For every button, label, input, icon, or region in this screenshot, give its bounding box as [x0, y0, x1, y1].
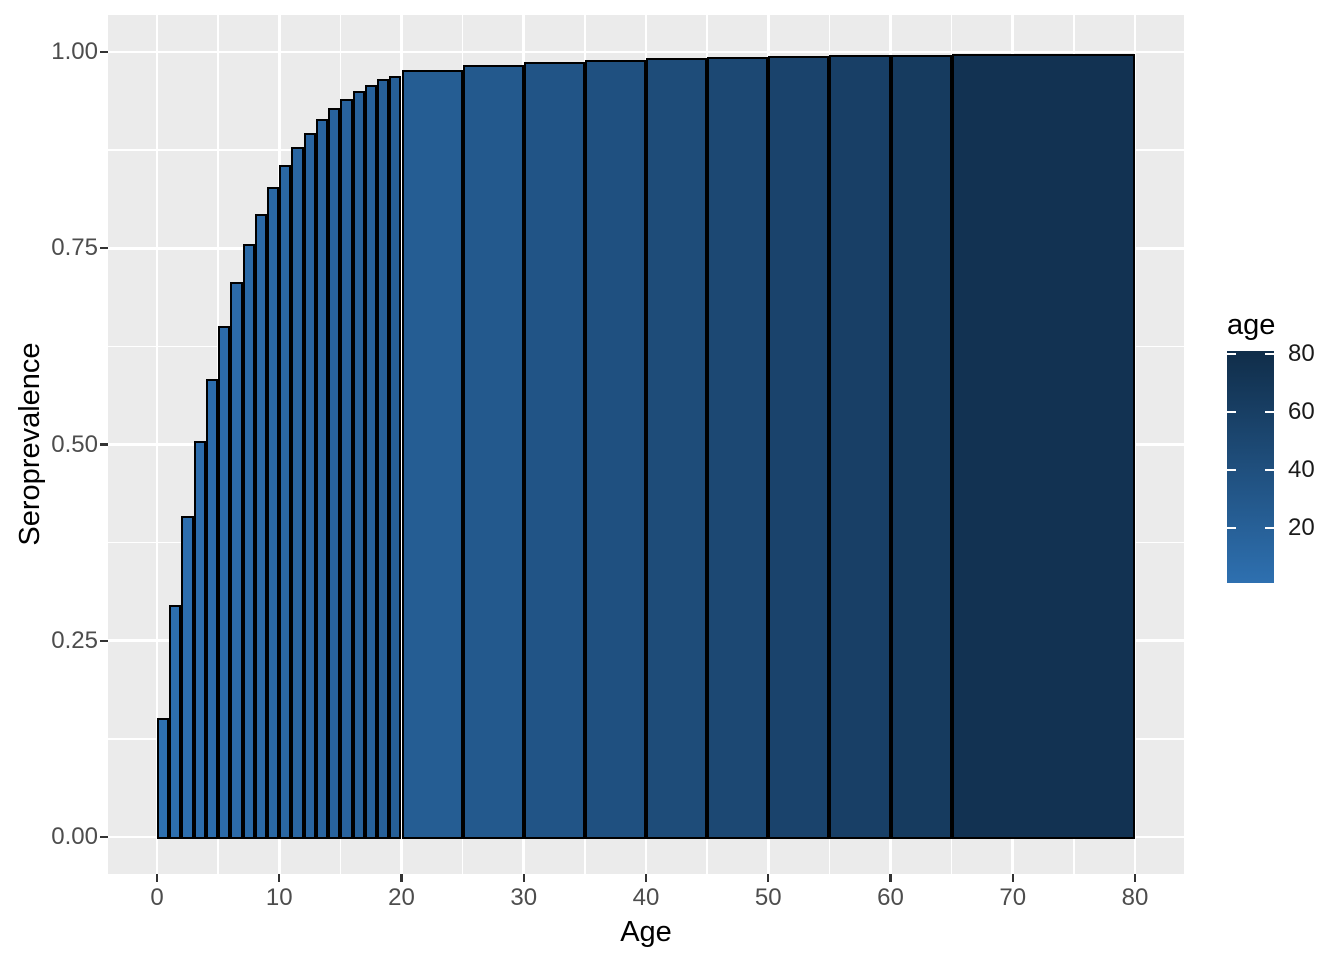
- bar: [951, 53, 1135, 839]
- bar: [401, 70, 463, 839]
- bar: [315, 118, 329, 839]
- y-tick-label: 1.00: [51, 38, 98, 65]
- legend-tick: [1265, 468, 1274, 471]
- x-tick-label: 30: [510, 884, 538, 911]
- bar: [205, 378, 219, 839]
- bar: [646, 58, 708, 839]
- y-axis-tick: [100, 639, 108, 642]
- x-major-gridline: [155, 15, 159, 874]
- y-axis-tick: [100, 835, 108, 839]
- legend-tick: [1227, 468, 1236, 471]
- bar: [352, 91, 365, 839]
- bar: [707, 56, 769, 839]
- y-tick-label: 0.25: [51, 626, 98, 654]
- x-tick-label: 80: [1121, 884, 1149, 911]
- legend-tick: [1265, 526, 1274, 529]
- bar: [291, 146, 304, 839]
- bar: [230, 282, 243, 839]
- bar: [242, 244, 255, 839]
- legend-tick: [1265, 352, 1274, 355]
- x-major-gridline: [400, 15, 403, 874]
- y-tick-label: 0.50: [51, 430, 98, 458]
- x-axis-tick: [889, 874, 892, 882]
- bar: [181, 515, 194, 839]
- x-tick-label: 20: [388, 884, 415, 911]
- bar: [279, 165, 292, 839]
- bar: [157, 717, 170, 839]
- x-tick-label: 70: [999, 884, 1027, 911]
- x-axis-tick: [400, 874, 403, 882]
- legend-label: 40: [1288, 455, 1315, 483]
- x-tick-label: 40: [632, 884, 660, 911]
- bar: [328, 107, 341, 839]
- bar: [890, 55, 952, 839]
- x-major-gridline: [277, 15, 281, 874]
- x-axis-tick: [1133, 874, 1137, 882]
- x-tick-label: 60: [877, 884, 904, 911]
- legend-title: age: [1227, 309, 1276, 341]
- y-axis-tick: [100, 50, 108, 54]
- bar: [254, 213, 268, 839]
- legend-label: 20: [1288, 513, 1315, 541]
- legend-tick: [1227, 410, 1236, 413]
- y-tick-label: 0.00: [51, 823, 98, 850]
- bar: [267, 187, 280, 839]
- x-axis-tick: [522, 874, 525, 882]
- bar: [462, 65, 524, 839]
- x-axis-tick: [644, 874, 648, 882]
- x-tick-label: 10: [265, 884, 293, 911]
- y-axis-title: Seroprevalence: [14, 342, 46, 546]
- y-axis-tick: [100, 443, 108, 446]
- bar: [523, 62, 585, 839]
- legend-gradient-bar: [1227, 351, 1274, 583]
- bar: [218, 325, 231, 839]
- x-tick-label: 0: [150, 884, 164, 911]
- legend-label: 80: [1288, 339, 1315, 367]
- bar: [584, 59, 646, 839]
- bar: [768, 55, 830, 839]
- legend-label: 60: [1288, 397, 1315, 425]
- y-axis-tick: [100, 247, 108, 250]
- y-tick-label: 0.75: [51, 234, 98, 262]
- legend-tick: [1265, 410, 1274, 413]
- x-tick-label: 50: [754, 884, 782, 911]
- legend-tick: [1227, 526, 1236, 529]
- bar: [169, 605, 182, 839]
- bar: [193, 441, 206, 839]
- bar: [829, 55, 891, 839]
- x-axis-tick: [155, 874, 159, 882]
- x-axis-tick: [278, 874, 281, 882]
- bar: [303, 132, 316, 839]
- bar: [377, 79, 390, 839]
- x-axis-tick: [767, 874, 770, 882]
- bar: [340, 99, 353, 839]
- bar: [389, 75, 402, 839]
- x-axis-title: Age: [620, 916, 672, 948]
- legend-tick: [1227, 352, 1236, 355]
- plot-panel: [108, 15, 1184, 874]
- x-axis-tick: [1011, 874, 1014, 882]
- bar: [364, 84, 378, 839]
